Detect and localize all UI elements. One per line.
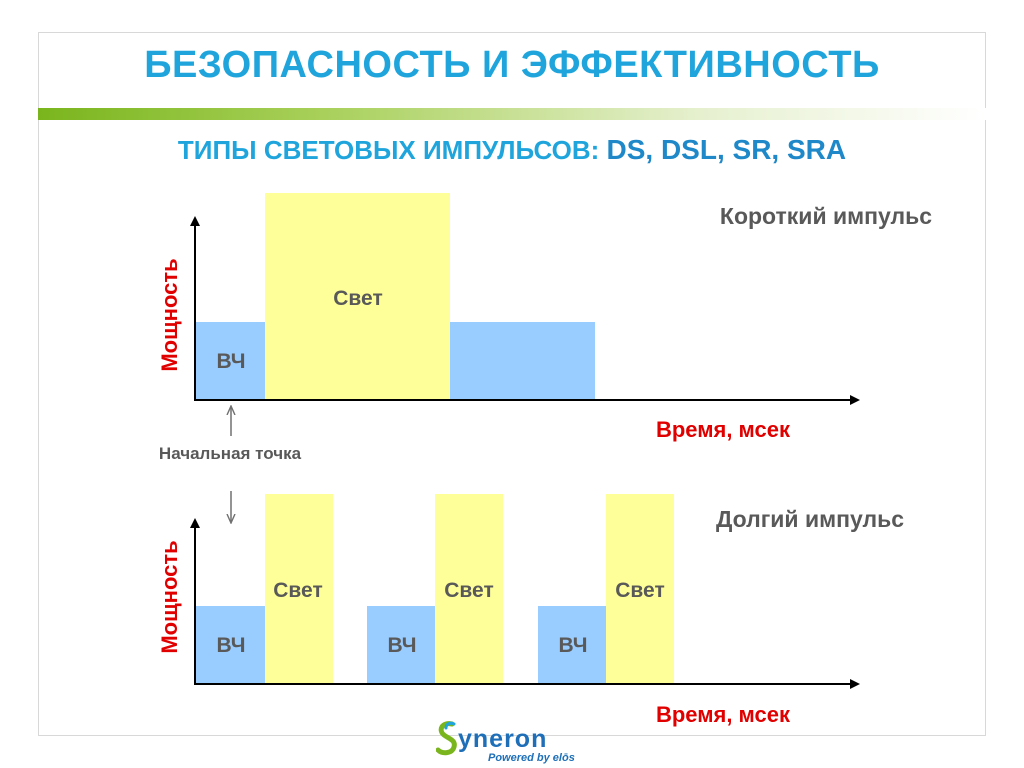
syneron-logo: yneron Powered by elōs bbox=[436, 721, 575, 764]
short-light-block bbox=[265, 193, 450, 400]
long-pulse-label: Долгий импульс bbox=[716, 506, 904, 532]
long-rf-label: ВЧ bbox=[387, 634, 416, 657]
accent-bar bbox=[38, 108, 986, 120]
long-rf-label: ВЧ bbox=[558, 634, 587, 657]
long-light-label: Свет bbox=[444, 579, 494, 602]
long-y-axis-label: Мощность bbox=[157, 540, 182, 653]
long-light-block bbox=[265, 494, 333, 684]
long-light-block bbox=[435, 494, 503, 684]
slide-subtitle: ТИПЫ СВЕТОВЫХ ИМПУЛЬСОВ: DS, DSL, SR, SR… bbox=[0, 134, 1024, 166]
logo-tagline: Powered by elōs bbox=[488, 752, 575, 764]
short-pulse-chart: ВЧ Свет Мощность Время, мсек Короткий им… bbox=[157, 193, 932, 442]
subtitle-codes: DS, DSL, SR, SRA bbox=[606, 134, 847, 165]
subtitle-prefix: ТИПЫ СВЕТОВЫХ ИМПУЛЬСОВ: bbox=[177, 135, 607, 165]
long-pulse-chart: ВЧ Свет ВЧ Свет ВЧ Свет Мощность Время, … bbox=[157, 494, 904, 727]
slide-title: БЕЗОПАСНОСТЬ И ЭФФЕКТИВНОСТЬ bbox=[144, 44, 880, 86]
short-rf-block-post bbox=[450, 322, 595, 400]
long-rf-block bbox=[367, 606, 435, 684]
long-light-block bbox=[606, 494, 674, 684]
short-rf-block-pre bbox=[195, 322, 267, 400]
long-x-axis-label: Время, мсек bbox=[656, 702, 791, 727]
short-light-label: Свет bbox=[333, 287, 383, 310]
short-y-axis-label: Мощность bbox=[157, 258, 182, 371]
start-point-annotation: Начальная точка bbox=[159, 407, 302, 522]
short-pulse-label: Короткий импульс bbox=[720, 203, 932, 229]
long-light-label: Свет bbox=[273, 579, 323, 602]
short-rf-label: ВЧ bbox=[216, 350, 245, 373]
long-light-label: Свет bbox=[615, 579, 665, 602]
logo-brand-text: yneron bbox=[458, 725, 547, 753]
syneron-s-mark-icon bbox=[436, 721, 457, 756]
short-x-axis-label: Время, мсек bbox=[656, 417, 791, 442]
long-rf-label: ВЧ bbox=[216, 634, 245, 657]
start-point-label: Начальная точка bbox=[159, 444, 302, 463]
long-rf-block bbox=[538, 606, 606, 684]
slide-frame bbox=[38, 32, 986, 736]
long-rf-block bbox=[195, 606, 265, 684]
